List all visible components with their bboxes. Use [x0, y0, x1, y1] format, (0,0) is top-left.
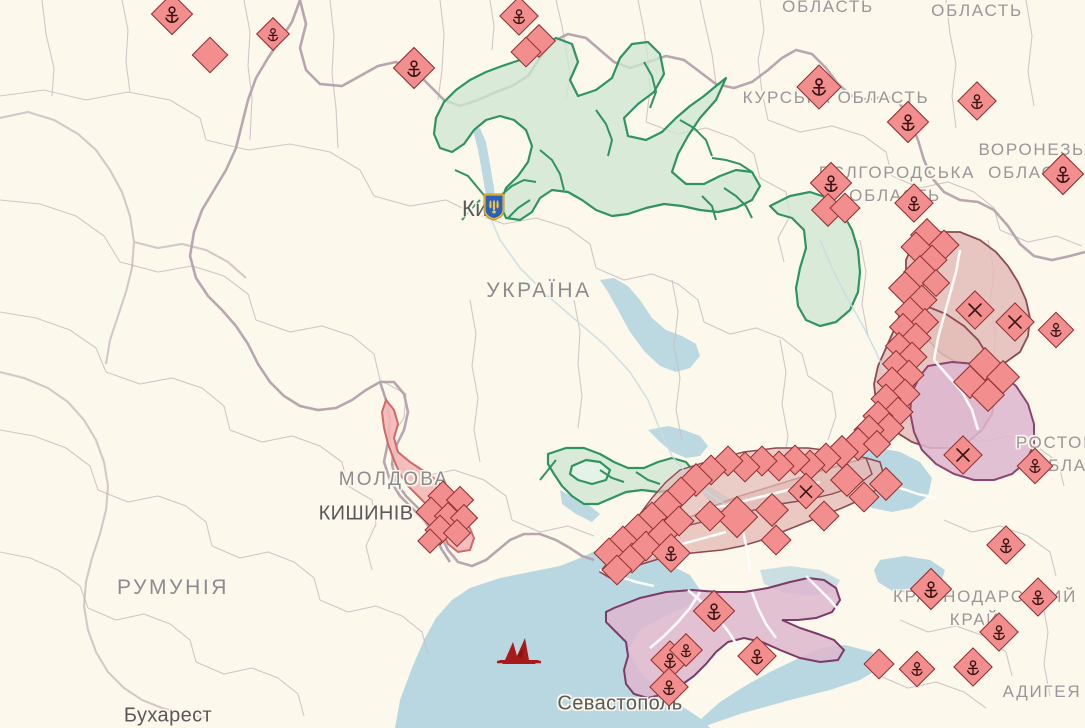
naval-base-marker[interactable]	[894, 183, 934, 223]
naval-base-marker[interactable]	[809, 161, 853, 205]
naval-base-marker[interactable]	[692, 589, 736, 633]
naval-base-marker[interactable]	[898, 650, 936, 688]
naval-base-marker[interactable]	[1041, 152, 1085, 196]
naval-base-marker[interactable]	[669, 633, 703, 667]
naval-base-marker[interactable]	[150, 0, 194, 36]
anchor-icon	[1020, 579, 1057, 616]
anchor-icon	[1043, 154, 1083, 194]
strike-location-marker[interactable]	[808, 500, 840, 532]
cross-icon	[789, 474, 823, 508]
anchor-icon	[1018, 449, 1052, 483]
anchor-icon	[798, 66, 840, 108]
cross-icon	[945, 437, 982, 474]
strike-location-marker[interactable]	[863, 648, 895, 680]
strike-location-marker[interactable]	[755, 493, 789, 527]
anchor-icon	[1039, 313, 1073, 347]
anchor-icon	[670, 634, 701, 665]
naval-base-marker[interactable]	[737, 636, 777, 676]
naval-base-marker[interactable]	[1018, 577, 1058, 617]
anchor-icon	[739, 638, 776, 675]
anchor-icon	[652, 642, 689, 679]
anchor-icon	[152, 0, 192, 34]
anchor-icon	[653, 535, 690, 572]
hostile-unit-marker[interactable]	[787, 472, 825, 510]
hostile-unit-marker[interactable]	[995, 302, 1035, 342]
anchor-icon	[651, 669, 688, 706]
anchor-icon	[896, 185, 933, 222]
anchor-icon	[900, 652, 934, 686]
naval-base-marker[interactable]	[886, 100, 930, 144]
anchor-icon	[959, 83, 996, 120]
anchor-icon	[981, 614, 1018, 651]
anchor-icon	[501, 0, 538, 34]
cross-icon	[997, 304, 1034, 341]
naval-base-marker[interactable]	[256, 17, 290, 51]
naval-base-marker[interactable]	[1016, 447, 1054, 485]
anchor-icon	[394, 48, 434, 88]
naval-base-marker[interactable]	[979, 612, 1019, 652]
anchor-icon	[888, 102, 928, 142]
anchor-icon	[911, 569, 951, 609]
neighbor-country-borders	[0, 110, 247, 720]
naval-base-marker[interactable]	[392, 46, 436, 90]
anchor-icon	[694, 591, 734, 631]
anchor-icon	[811, 163, 851, 203]
naval-base-marker[interactable]	[909, 567, 953, 611]
strike-location-marker[interactable]	[694, 500, 726, 532]
naval-base-marker[interactable]	[649, 667, 689, 707]
naval-base-marker[interactable]	[953, 647, 993, 687]
naval-vessel-icon[interactable]	[495, 634, 543, 668]
naval-base-marker[interactable]	[499, 0, 539, 36]
cross-icon	[957, 292, 994, 329]
hostile-unit-marker[interactable]	[943, 435, 983, 475]
strike-location-marker[interactable]	[191, 36, 229, 74]
naval-base-marker[interactable]	[650, 640, 690, 680]
anchor-icon	[988, 527, 1025, 564]
kyiv-capital-shield-icon[interactable]	[483, 193, 505, 221]
naval-base-marker[interactable]	[1037, 311, 1075, 349]
anchor-icon	[257, 18, 288, 49]
naval-base-marker[interactable]	[651, 533, 691, 573]
strike-location-marker[interactable]	[760, 524, 792, 556]
anchor-icon	[955, 649, 992, 686]
hostile-unit-marker[interactable]	[955, 290, 995, 330]
naval-base-marker[interactable]	[957, 81, 997, 121]
naval-base-marker[interactable]	[986, 525, 1026, 565]
naval-base-marker[interactable]	[796, 64, 842, 110]
